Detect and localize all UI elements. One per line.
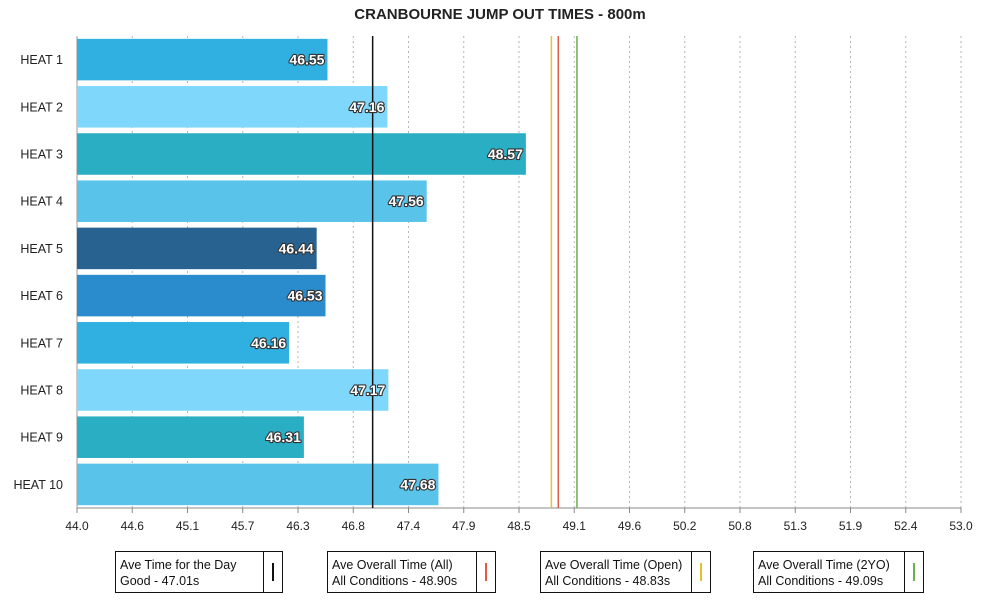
legend-line2: All Conditions - 48.90s (332, 574, 458, 588)
legend-line1: Ave Overall Time (2YO) (758, 558, 890, 572)
bar-value-label: 47.16 (349, 99, 384, 115)
bar-value-label: 46.55 (289, 52, 324, 68)
legend-swatch (913, 563, 915, 581)
category-label: HEAT 1 (20, 53, 63, 67)
legend-text: Ave Time for the Day Good - 47.01s (120, 557, 237, 589)
bar (77, 369, 389, 411)
bar (77, 133, 526, 175)
x-tick-label: 44.0 (65, 519, 89, 533)
x-tick-label: 49.6 (618, 519, 642, 533)
x-tick-label: 52.4 (894, 519, 918, 533)
x-axis-ticks: 44.0 44.6 45.1 45.7 46.3 46.8 47.4 47.9 48.5 49.1… (65, 508, 973, 533)
legend-swatch (272, 563, 274, 581)
x-tick-label: 45.7 (231, 519, 255, 533)
legend-line2: Good - 47.01s (120, 574, 200, 588)
legend-item-2yo: Ave Overall Time (2YO) All Conditions - … (753, 551, 924, 593)
chart-title: CRANBOURNE JUMP OUT TIMES - 800m (354, 6, 646, 23)
x-tick-label: 47.4 (397, 519, 421, 533)
x-tick-label: 48.5 (507, 519, 531, 533)
legend-text: Ave Overall Time (2YO) All Conditions - … (758, 557, 890, 589)
category-label: HEAT 8 (20, 384, 63, 398)
x-tick-label: 47.9 (452, 519, 476, 533)
category-labels: HEAT 1 HEAT 2 HEAT 3 HEAT 4 HEAT 5 HEAT 6 HEAT… (13, 53, 63, 492)
bar (77, 274, 326, 317)
legend-item-open: Ave Overall Time (Open) All Conditions -… (540, 551, 711, 593)
category-label: HEAT 2 (20, 100, 63, 114)
category-label: HEAT 10 (13, 478, 63, 492)
category-label: HEAT 7 (20, 336, 63, 350)
x-tick-label: 46.3 (286, 519, 310, 533)
x-tick-label: 53.0 (949, 519, 973, 533)
x-tick-label: 50.2 (673, 519, 697, 533)
bar (77, 322, 290, 364)
legend-line1: Ave Overall Time (Open) (545, 558, 683, 572)
legend-line1: Ave Overall Time (All) (332, 558, 453, 572)
bar-value-label: 47.68 (400, 476, 435, 492)
reference-lines (371, 36, 578, 508)
category-label: HEAT 4 (20, 195, 63, 209)
bar (77, 180, 427, 222)
bar (77, 463, 439, 506)
bar-value-label: 46.44 (279, 240, 314, 256)
bars (77, 38, 526, 506)
legend-swatch (700, 563, 702, 581)
legend-swatch-cell (263, 552, 282, 592)
x-tick-label: 51.3 (784, 519, 808, 533)
legend-line1: Ave Time for the Day (120, 558, 237, 572)
legend-text: Ave Overall Time (Open) All Conditions -… (545, 557, 682, 589)
bar (77, 227, 317, 270)
bar-value-label: 46.53 (287, 288, 322, 304)
bar-value-label: 46.31 (266, 429, 301, 445)
legend-item-day: Ave Time for the Day Good - 47.01s (115, 551, 283, 593)
bar-value-label: 48.57 (488, 146, 523, 162)
bar-chart: 46.55 47.16 48.57 47.56 46.44 46.53 46.16 47.17… (13, 36, 973, 533)
category-label: HEAT 3 (20, 148, 63, 162)
bar (77, 38, 328, 81)
bar (77, 416, 304, 458)
category-label: HEAT 5 (20, 242, 63, 256)
category-label: HEAT 6 (20, 289, 63, 303)
x-tick-label: 51.9 (839, 519, 863, 533)
bar-value-label: 47.17 (350, 382, 385, 398)
legend-swatch-cell (904, 552, 923, 592)
x-tick-label: 50.8 (728, 519, 752, 533)
x-tick-label: 46.8 (342, 519, 366, 533)
value-labels: 46.55 47.16 48.57 47.56 46.44 46.53 46.16 47.17… (250, 50, 524, 493)
legend-line2: All Conditions - 48.83s (545, 574, 671, 588)
x-tick-label: 44.6 (121, 519, 145, 533)
legend-swatch-cell (691, 552, 710, 592)
legend-line2: All Conditions - 49.09s (758, 574, 884, 588)
legend-item-all: Ave Overall Time (All) All Conditions - … (327, 551, 496, 593)
x-tick-label: 45.1 (176, 519, 200, 533)
bar-value-label: 46.16 (251, 335, 286, 351)
bar-value-label: 47.56 (389, 193, 424, 209)
legend-swatch-cell (476, 552, 495, 592)
legend-swatch (485, 563, 487, 581)
legend-text: Ave Overall Time (All) All Conditions - … (332, 557, 457, 589)
x-tick-label: 49.1 (563, 519, 587, 533)
category-label: HEAT 9 (20, 431, 63, 445)
bar (77, 86, 388, 128)
